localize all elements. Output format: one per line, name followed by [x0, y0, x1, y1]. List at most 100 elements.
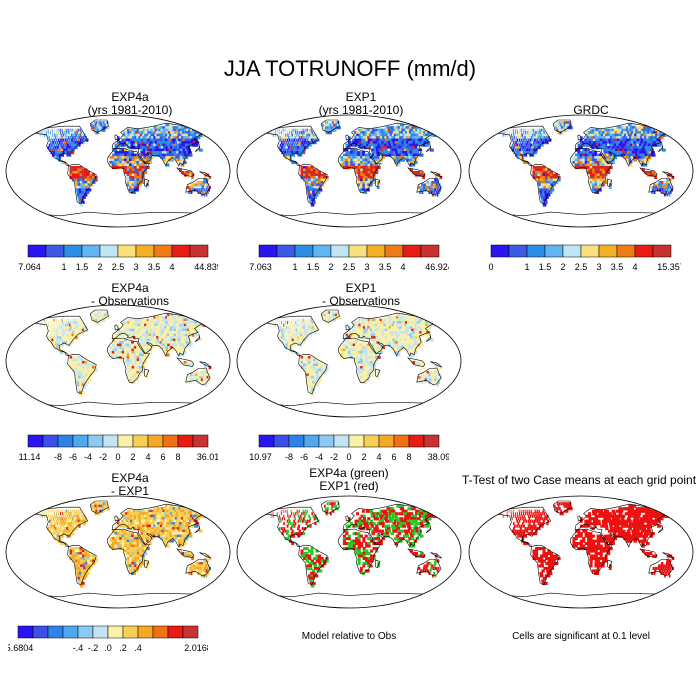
- grid-cell: [133, 336, 137, 340]
- grid-cell: [99, 121, 101, 125]
- grid-cell: [163, 336, 167, 340]
- grid-cell: [143, 321, 147, 325]
- grid-cell: [48, 326, 50, 330]
- grid-cell: [152, 148, 156, 152]
- grid-cell: [355, 346, 359, 350]
- grid-cell: [188, 173, 192, 177]
- grid-cell: [291, 321, 293, 325]
- grid-cell: [560, 128, 563, 132]
- grid-cell: [128, 346, 132, 350]
- grid-cell: [169, 146, 174, 150]
- grid-cell: [386, 333, 390, 337]
- grid-cell: [146, 166, 150, 170]
- grid-cell: [89, 181, 93, 185]
- grid-cell: [382, 321, 387, 325]
- grid-cell: [406, 333, 411, 337]
- grid-cell: [290, 128, 292, 132]
- grid-cell: [594, 131, 598, 135]
- grid-cell: [544, 138, 547, 142]
- coastline-japan: [658, 144, 664, 152]
- grid-cell: [291, 143, 294, 147]
- grid-cell: [364, 380, 368, 384]
- grid-cell: [626, 131, 631, 135]
- grid-cell: [378, 148, 382, 152]
- grid-cell: [633, 158, 637, 162]
- grid-cell: [584, 148, 588, 152]
- grid-cell: [369, 348, 373, 352]
- grid-cell: [75, 509, 77, 513]
- grid-cell: [400, 328, 405, 332]
- grid-cell: [377, 373, 380, 377]
- grid-cell: [661, 128, 666, 132]
- grid-cell: [310, 366, 314, 370]
- colorbar-tick-label: 4: [145, 452, 150, 462]
- grid-cell: [602, 131, 606, 135]
- grid-cell: [59, 318, 61, 322]
- grid-cell: [74, 166, 78, 170]
- grid-cell: [131, 353, 135, 357]
- grid-cell: [78, 378, 82, 382]
- grid-cell: [350, 338, 354, 342]
- grid-cell: [162, 346, 167, 350]
- grid-cell: [318, 183, 322, 187]
- grid-cell: [43, 323, 45, 327]
- grid-cell: [103, 128, 106, 132]
- grid-cell: [362, 183, 366, 187]
- grid-cell: [315, 138, 318, 142]
- grid-cell: [308, 133, 311, 137]
- grid-cell: [147, 341, 151, 345]
- grid-cell: [54, 336, 57, 340]
- grid-cell: [186, 328, 191, 332]
- grid-cell: [69, 128, 71, 132]
- grid-cell: [314, 380, 318, 384]
- grid-cell: [121, 166, 125, 170]
- grid-cell: [208, 176, 212, 180]
- grid-cell: [133, 373, 137, 377]
- grid-cell: [137, 143, 141, 147]
- grid-cell: [136, 351, 140, 355]
- grid-cell: [594, 136, 598, 140]
- grid-cell: [291, 131, 293, 135]
- grid-cell: [49, 146, 52, 150]
- grid-cell: [630, 131, 635, 135]
- grid-cell: [360, 353, 364, 357]
- grid-cell: [293, 133, 296, 137]
- grid-cell: [182, 143, 187, 147]
- grid-cell: [594, 151, 598, 155]
- grid-cell: [634, 138, 639, 142]
- grid-cell: [111, 158, 115, 162]
- grid-cell: [178, 341, 183, 345]
- grid-cell: [191, 375, 195, 379]
- grid-cell: [309, 190, 314, 194]
- grid-cell: [432, 383, 434, 387]
- grid-cell: [317, 190, 321, 194]
- grid-cell: [535, 136, 537, 140]
- grid-cell: [294, 146, 297, 150]
- grid-cell: [318, 181, 322, 185]
- grid-cell: [415, 343, 419, 347]
- grid-cell: [50, 141, 52, 145]
- grid-cell: [589, 153, 593, 157]
- grid-cell: [359, 143, 363, 147]
- grid-cell: [134, 326, 138, 330]
- colorbar-tick-label: -11.14: [18, 452, 40, 462]
- grid-cell: [616, 146, 621, 150]
- grid-cell: [643, 151, 648, 155]
- grid-cell: [508, 128, 510, 132]
- grid-cell: [289, 133, 291, 137]
- colorbar-tick-label: -8: [54, 452, 62, 462]
- grid-cell: [276, 321, 278, 325]
- grid-cell: [316, 185, 320, 189]
- grid-cell: [360, 133, 364, 137]
- grid-cell: [134, 161, 138, 165]
- grid-cell: [592, 178, 596, 182]
- grid-cell: [555, 126, 557, 130]
- grid-cell: [522, 128, 524, 132]
- grid-cell: [381, 128, 386, 132]
- grid-cell: [303, 356, 307, 360]
- grid-cell: [162, 333, 166, 337]
- grid-cell: [172, 336, 176, 340]
- coastline-eurasia: [342, 122, 439, 167]
- grid-cell: [137, 146, 141, 150]
- grid-cell: [111, 356, 115, 360]
